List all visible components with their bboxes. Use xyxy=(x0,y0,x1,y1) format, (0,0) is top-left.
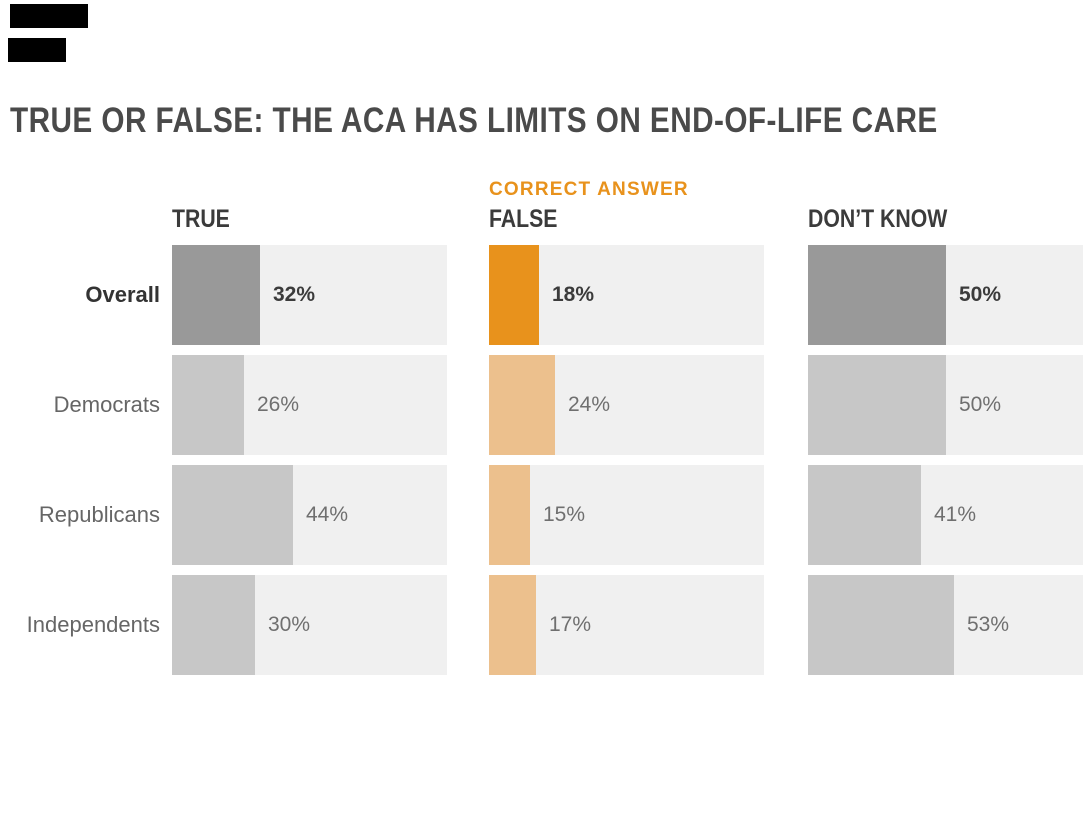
correct-answer-annotation: CORRECT ANSWER xyxy=(489,179,689,200)
value-label: 15% xyxy=(543,503,586,526)
bar xyxy=(808,465,921,565)
row-label: Overall xyxy=(85,282,160,307)
value-label: 50% xyxy=(959,393,1002,416)
column-header-dont-know-text: DON’T KNOW xyxy=(808,205,948,233)
column-header-dont-know: DON’T KNOW xyxy=(808,207,972,232)
bar-track xyxy=(489,465,764,565)
column-header-true: TRUE xyxy=(172,207,240,232)
column-header-true-text: TRUE xyxy=(172,205,230,233)
bar xyxy=(489,245,539,345)
value-label: 32% xyxy=(273,283,316,306)
row-label: Democrats xyxy=(53,392,160,417)
bar xyxy=(489,575,536,675)
chart-title-text: TRUE OR FALSE: THE ACA HAS LIMITS ON END… xyxy=(10,101,938,140)
value-label: 18% xyxy=(552,283,595,306)
value-label: 17% xyxy=(549,613,592,636)
bar xyxy=(172,245,260,345)
value-label: 41% xyxy=(934,503,977,526)
bar xyxy=(172,465,293,565)
value-label: 50% xyxy=(959,283,1002,306)
row-label: Independents xyxy=(26,612,160,637)
column-header-false-text: FALSE xyxy=(489,205,558,233)
bar xyxy=(808,245,946,345)
bar xyxy=(172,355,244,455)
bar xyxy=(808,575,954,675)
redacted-logo-block-bottom xyxy=(8,38,66,62)
row-label: Republicans xyxy=(38,502,160,527)
value-label: 26% xyxy=(257,393,300,416)
bar xyxy=(172,575,255,675)
value-label: 53% xyxy=(967,613,1010,636)
value-label: 30% xyxy=(268,613,311,636)
bar xyxy=(808,355,946,455)
redacted-logo-block-top xyxy=(10,4,88,28)
column-header-false: FALSE xyxy=(489,207,570,232)
bar xyxy=(489,355,555,455)
value-label: 24% xyxy=(568,393,611,416)
chart-title: TRUE OR FALSE: THE ACA HAS LIMITS ON END… xyxy=(10,103,1091,138)
bar xyxy=(489,465,530,565)
value-label: 44% xyxy=(306,503,349,526)
